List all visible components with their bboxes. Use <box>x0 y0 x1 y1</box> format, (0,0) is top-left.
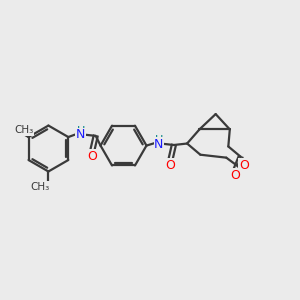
Text: CH₃: CH₃ <box>31 182 50 192</box>
Text: O: O <box>87 150 97 163</box>
Text: H: H <box>77 126 85 136</box>
Text: O: O <box>239 159 249 172</box>
Text: N: N <box>154 138 164 151</box>
Text: CH₃: CH₃ <box>14 125 34 135</box>
Text: O: O <box>165 159 175 172</box>
Text: O: O <box>230 169 240 182</box>
Text: H: H <box>155 135 163 145</box>
Text: N: N <box>76 128 86 142</box>
